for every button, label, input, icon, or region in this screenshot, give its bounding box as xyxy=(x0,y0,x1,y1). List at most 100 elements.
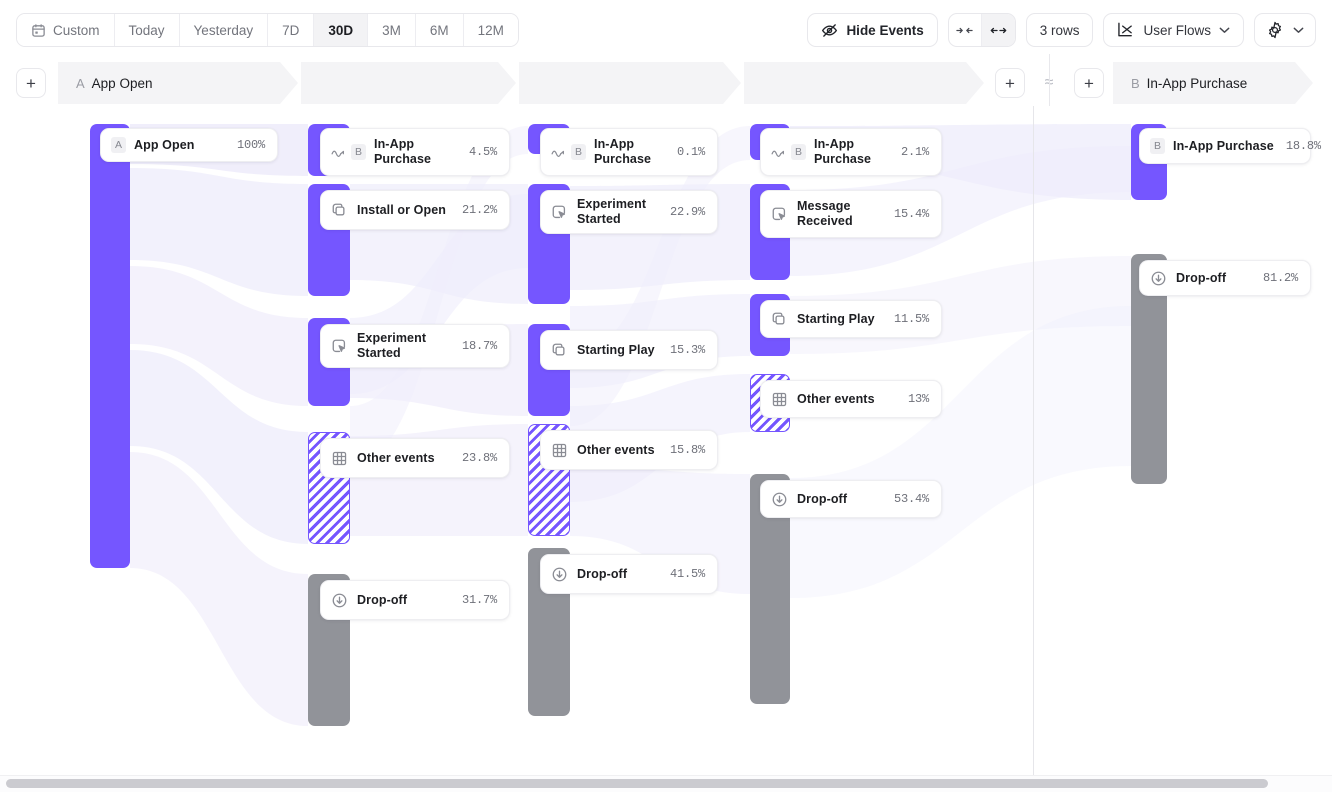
node-label: Experiment Started xyxy=(357,331,427,360)
step-chip-3[interactable] xyxy=(519,62,741,104)
step-header-bar: + A App Open + ≈ + xyxy=(0,54,1332,112)
download-icon xyxy=(331,592,348,609)
flow-ribbon xyxy=(130,266,308,406)
node-label: Message Received xyxy=(797,199,853,228)
hide-events-button[interactable]: Hide Events xyxy=(807,13,938,47)
flow-chart-icon xyxy=(1117,22,1135,38)
node-chip[interactable]: Experiment Started 18.7% xyxy=(320,324,510,368)
node-chip[interactable]: B In-App Purchase 2.1% xyxy=(760,128,942,176)
node-chip[interactable]: Drop-off 41.5% xyxy=(540,554,718,594)
flow-ribbon xyxy=(130,168,308,296)
date-range-selector[interactable]: Custom Today Yesterday 7D 30D 3M 6M 12M xyxy=(16,13,519,47)
node-chip[interactable]: B In-App Purchase 0.1% xyxy=(540,128,718,176)
step-chip-start[interactable]: A App Open xyxy=(58,62,298,104)
node-letter-badge: B xyxy=(351,144,366,160)
grid-icon xyxy=(771,391,788,408)
step-chip-end[interactable]: B In-App Purchase xyxy=(1113,62,1313,104)
node-chip[interactable]: B In-App Purchase 18.8% xyxy=(1139,128,1321,164)
node-percentage: 15.4% xyxy=(893,207,929,221)
settings-dropdown-button[interactable] xyxy=(1254,13,1316,47)
hide-events-label: Hide Events xyxy=(846,22,924,38)
plus-icon: + xyxy=(1005,73,1015,93)
node-label: Starting Play xyxy=(577,342,655,357)
date-range-3m[interactable]: 3M xyxy=(368,14,416,46)
copy-icon xyxy=(551,342,568,359)
horizontal-scrollbar-thumb[interactable] xyxy=(6,779,1268,788)
node-label: Other events xyxy=(577,442,655,457)
toolbar-left: Custom Today Yesterday 7D 30D 3M 6M 12M xyxy=(16,13,519,47)
node-letter-badge: B xyxy=(1150,138,1165,154)
view-type-label: User Flows xyxy=(1143,22,1211,38)
step-label-start: App Open xyxy=(91,75,153,91)
layout-width-toggle[interactable] xyxy=(947,13,1016,47)
date-range-yesterday[interactable]: Yesterday xyxy=(179,14,269,46)
add-step-end-wrap: + xyxy=(1065,62,1113,104)
date-range-custom[interactable]: Custom xyxy=(17,14,115,46)
node-chip[interactable]: Starting Play 11.5% xyxy=(760,300,942,338)
flow-ribbon xyxy=(790,306,1131,598)
node-chip[interactable]: Install or Open 21.2% xyxy=(320,190,510,230)
rows-count-label: 3 rows xyxy=(1039,22,1080,38)
node-label: Drop-off xyxy=(577,566,628,581)
node-label: In-App Purchase xyxy=(1173,138,1274,153)
node-bar[interactable] xyxy=(90,124,130,568)
add-step-start-button[interactable]: + xyxy=(16,68,46,98)
date-range-7d[interactable]: 7D xyxy=(268,14,315,46)
calendar-icon xyxy=(31,23,46,38)
grid-icon xyxy=(331,450,348,467)
collapse-width-button[interactable] xyxy=(949,14,982,46)
node-chip[interactable]: B In-App Purchase 4.5% xyxy=(320,128,510,176)
node-percentage: 11.5% xyxy=(893,312,929,326)
node-chip[interactable]: A App Open 100% xyxy=(100,128,278,162)
node-percentage: 81.2% xyxy=(1262,271,1298,285)
eye-off-icon xyxy=(821,22,838,39)
step-chip-2[interactable] xyxy=(301,62,516,104)
node-percentage: 15.3% xyxy=(669,343,705,357)
plus-icon: + xyxy=(26,73,36,93)
date-range-3m-label: 3M xyxy=(382,22,401,38)
node-chip[interactable]: Other events 23.8% xyxy=(320,438,510,478)
add-step-mid-button[interactable]: + xyxy=(995,68,1025,98)
node-percentage: 53.4% xyxy=(893,492,929,506)
flow-ribbon xyxy=(130,350,308,544)
node-chip[interactable]: Experiment Started 22.9% xyxy=(540,190,718,234)
date-range-12m[interactable]: 12M xyxy=(463,14,518,46)
node-chip[interactable]: Drop-off 53.4% xyxy=(760,480,942,518)
expand-width-button[interactable] xyxy=(981,14,1015,46)
date-range-30d[interactable]: 30D xyxy=(314,14,369,46)
node-chip[interactable]: Starting Play 15.3% xyxy=(540,330,718,370)
view-type-dropdown[interactable]: User Flows xyxy=(1103,13,1244,47)
date-range-7d-label: 7D xyxy=(282,22,300,38)
arrows-collapse-icon xyxy=(956,24,973,37)
node-label: App Open xyxy=(134,137,195,152)
sankey-canvas: A App Open 100% B In-App Purchase 4.5% Install… xyxy=(0,106,1332,794)
node-chip[interactable]: Drop-off 81.2% xyxy=(1139,260,1311,296)
wave-icon xyxy=(771,148,785,157)
node-percentage: 0.1% xyxy=(676,145,705,159)
click-icon xyxy=(331,338,348,355)
copy-icon xyxy=(771,311,788,328)
node-percentage: 2.1% xyxy=(900,145,929,159)
flow-ribbon xyxy=(790,146,1131,276)
date-range-12m-label: 12M xyxy=(477,22,504,38)
node-label: Drop-off xyxy=(797,491,848,506)
add-step-end-button[interactable]: + xyxy=(1074,68,1104,98)
node-label: Other events xyxy=(797,391,875,406)
node-chip[interactable]: Other events 13% xyxy=(760,380,942,418)
node-chip[interactable]: Message Received 15.4% xyxy=(760,190,942,238)
date-range-today[interactable]: Today xyxy=(114,14,180,46)
node-label: In-App Purchase xyxy=(374,137,432,166)
node-percentage: 22.9% xyxy=(669,205,705,219)
chevron-down-icon xyxy=(1293,26,1304,34)
click-icon xyxy=(551,204,568,221)
node-chip[interactable]: Other events 15.8% xyxy=(540,430,718,470)
final-column-divider xyxy=(1033,106,1034,776)
node-chip[interactable]: Drop-off 31.7% xyxy=(320,580,510,620)
rows-count-button[interactable]: 3 rows xyxy=(1025,13,1094,47)
plus-icon: + xyxy=(1084,73,1094,93)
step-chip-4[interactable] xyxy=(744,62,984,104)
step-label-end: In-App Purchase xyxy=(1146,75,1248,91)
download-icon xyxy=(771,491,788,508)
date-range-6m[interactable]: 6M xyxy=(415,14,464,46)
